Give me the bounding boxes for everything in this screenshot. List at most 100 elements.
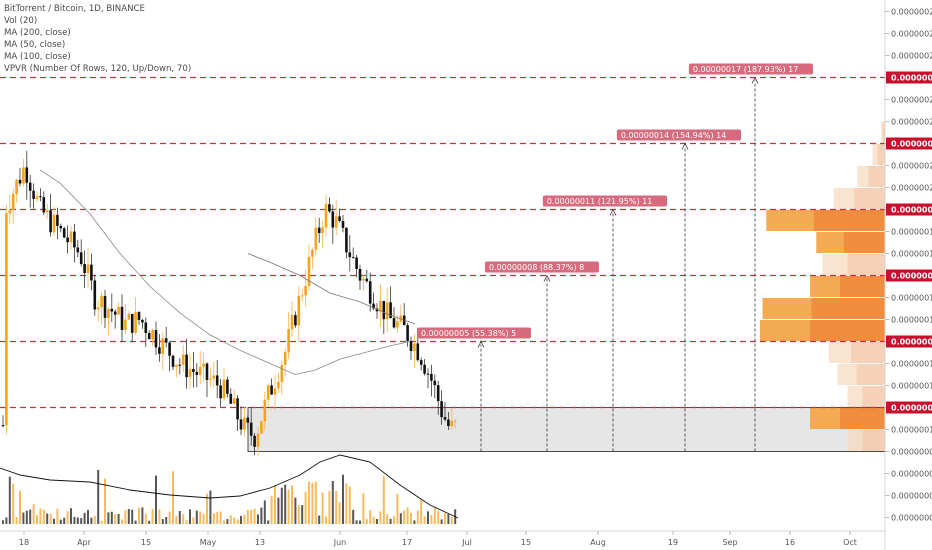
target-tag-bg bbox=[616, 129, 741, 141]
candle-body bbox=[379, 300, 382, 312]
candle-body bbox=[39, 196, 42, 198]
volume-bar bbox=[284, 484, 287, 524]
volume-bar bbox=[73, 516, 76, 524]
volume-bar bbox=[433, 507, 436, 524]
volume-bar bbox=[444, 513, 446, 524]
volume-bar bbox=[236, 519, 239, 524]
volume-bar bbox=[223, 520, 225, 524]
candle-body bbox=[158, 347, 161, 354]
candle-body bbox=[249, 422, 253, 436]
vpvr-bar-up bbox=[877, 144, 885, 165]
time-axis[interactable]: 18 Apr 15 May 13 Jun 17 Jul 15 Aug 19 Sep 16 Oct bbox=[0, 530, 885, 547]
candle-body bbox=[202, 363, 205, 368]
x-tick-label: 15 bbox=[521, 538, 531, 547]
volume-bar bbox=[280, 487, 283, 524]
target-arrow-head bbox=[681, 142, 689, 150]
volume-bar bbox=[447, 514, 450, 524]
vpvr-bar-up bbox=[840, 408, 885, 429]
volume-bar bbox=[260, 507, 263, 524]
volume-bar bbox=[15, 516, 18, 524]
volume-bar bbox=[100, 520, 103, 524]
candle-body bbox=[113, 311, 117, 315]
y-tick-label: 0.00000015 bbox=[891, 316, 932, 325]
candle-body bbox=[90, 264, 93, 281]
volume-bar bbox=[39, 508, 42, 524]
volume-bar bbox=[226, 519, 229, 524]
volume-ma-line bbox=[0, 454, 459, 519]
volume-bar bbox=[325, 516, 327, 524]
vpvr-bar-up bbox=[862, 430, 885, 451]
volume-bar bbox=[348, 486, 351, 524]
candle-body bbox=[331, 211, 335, 228]
volume-bar bbox=[53, 518, 55, 524]
volume-bar bbox=[93, 516, 96, 524]
candle-body bbox=[409, 341, 413, 352]
candle-body bbox=[300, 295, 304, 297]
y-tick-label: 0.00000009 bbox=[891, 448, 932, 457]
volume-bar bbox=[277, 497, 280, 524]
volume-bar bbox=[189, 509, 191, 524]
candle-body bbox=[358, 269, 362, 281]
chart-title: BitTorrent / Bitcoin, 1D, BINANCE bbox=[4, 4, 145, 14]
y-tick-highlight bbox=[886, 335, 932, 348]
x-tick-label: 18 bbox=[19, 538, 29, 547]
candle-body bbox=[392, 318, 396, 328]
candle-body bbox=[406, 325, 409, 342]
volume-bar bbox=[56, 508, 59, 524]
target-tag-bg bbox=[416, 327, 531, 339]
candle-body bbox=[419, 360, 423, 365]
volume-bar bbox=[318, 515, 321, 524]
volume-bar bbox=[308, 481, 310, 524]
candle-body bbox=[56, 214, 59, 226]
candle-body bbox=[161, 338, 165, 354]
volume-bar bbox=[5, 517, 8, 524]
volume-bar bbox=[321, 492, 324, 524]
volume-bar bbox=[430, 515, 433, 524]
volume-bar bbox=[97, 470, 100, 524]
y-tick-label: 0.00000013 bbox=[891, 360, 932, 369]
volume-bar bbox=[291, 485, 293, 524]
price-axis[interactable]: 0.00000029 0.00000028 0.00000027 0.00000026… bbox=[884, 0, 932, 550]
volume-bar bbox=[12, 483, 15, 524]
candle-body bbox=[100, 296, 103, 308]
volume-bar bbox=[124, 510, 127, 524]
candle-body bbox=[450, 421, 454, 427]
candle-body bbox=[341, 221, 345, 228]
candle-body bbox=[59, 225, 63, 229]
vpvr-bar-up bbox=[882, 122, 885, 143]
target-arrows bbox=[477, 76, 759, 452]
volume-bar bbox=[110, 511, 113, 524]
volume-bar bbox=[240, 515, 242, 524]
chart-legend: BitTorrent / Bitcoin, 1D, BINANCE Vol (2… bbox=[4, 3, 191, 75]
volume-bar bbox=[413, 520, 416, 524]
candle-body bbox=[83, 263, 86, 274]
volume-bar bbox=[294, 497, 297, 524]
candle-body bbox=[311, 249, 314, 257]
candle-body bbox=[266, 385, 270, 400]
candle-body bbox=[355, 257, 358, 270]
volume-bar bbox=[304, 491, 307, 524]
candle-body bbox=[49, 210, 52, 233]
volume-bar bbox=[410, 512, 412, 524]
indicator-ma50: MA (50, close) bbox=[4, 40, 66, 50]
volume-bar bbox=[386, 514, 389, 524]
candle-body bbox=[416, 343, 420, 361]
x-tick-label: Sep bbox=[722, 538, 737, 547]
volume-bar bbox=[352, 509, 355, 524]
x-tick-label: 13 bbox=[255, 538, 265, 547]
candle-body bbox=[73, 231, 76, 248]
target-arrow-head bbox=[477, 340, 485, 348]
volume-bar bbox=[32, 504, 35, 524]
volume-bar bbox=[19, 490, 21, 524]
target-tag-label: 0.00000014 (154.94%) 14 bbox=[621, 131, 726, 140]
support-zone bbox=[247, 407, 886, 452]
candle-body bbox=[205, 363, 209, 380]
target-tag-bg bbox=[542, 195, 667, 207]
y-tick-label: 0.00000021 bbox=[891, 184, 932, 193]
candle-body bbox=[297, 295, 301, 326]
volume-bar bbox=[178, 510, 181, 524]
volume-bar bbox=[66, 511, 69, 524]
